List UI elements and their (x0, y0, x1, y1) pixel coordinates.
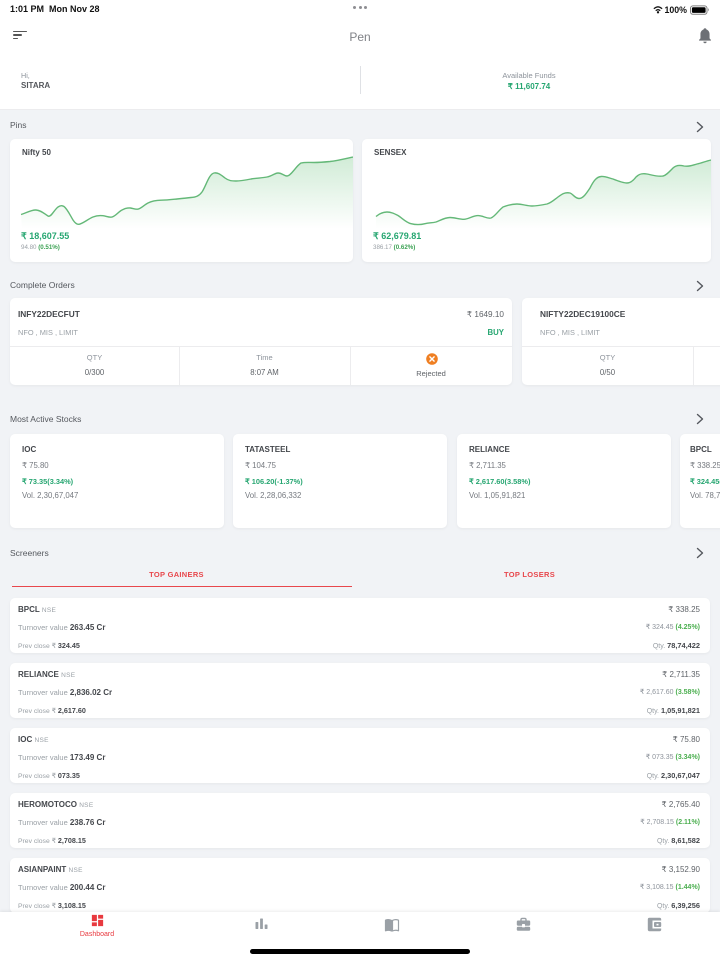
svg-text:100%: 100% (665, 5, 688, 15)
